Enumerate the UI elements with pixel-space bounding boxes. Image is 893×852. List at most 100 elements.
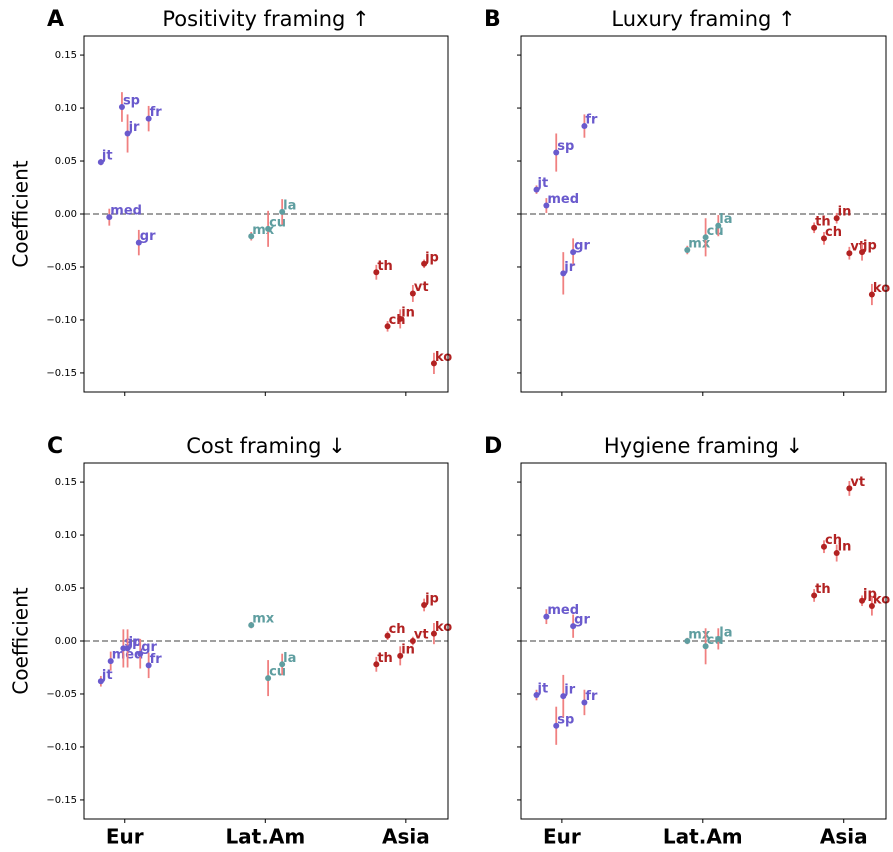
point-label: jt bbox=[537, 176, 549, 191]
point-label: in bbox=[838, 540, 852, 555]
point bbox=[409, 638, 416, 644]
point bbox=[581, 123, 588, 130]
point bbox=[124, 130, 131, 137]
point-label: jr bbox=[563, 683, 575, 698]
point bbox=[373, 269, 380, 276]
point-label: jr bbox=[563, 260, 575, 275]
axes-frame bbox=[83, 35, 449, 393]
y-tick-label: 0.00 bbox=[55, 636, 77, 647]
point-label: ko bbox=[873, 593, 890, 608]
x-tick-label: Lat.Am bbox=[225, 825, 305, 849]
panel-letter: A bbox=[47, 7, 64, 32]
point bbox=[570, 623, 577, 630]
point-label: med bbox=[547, 603, 579, 618]
point-label: sp bbox=[123, 93, 140, 108]
point bbox=[553, 149, 560, 156]
point-label: fr bbox=[585, 113, 598, 128]
point-label: sp bbox=[557, 139, 574, 154]
y-tick-label: −0.10 bbox=[46, 742, 77, 753]
point-label: in bbox=[838, 205, 852, 220]
point bbox=[248, 233, 255, 240]
panel-letter: D bbox=[484, 434, 502, 459]
point-label: la bbox=[283, 198, 296, 213]
point bbox=[868, 603, 875, 610]
point-label: ko bbox=[435, 620, 452, 635]
point-label: fr bbox=[150, 652, 163, 667]
point bbox=[265, 675, 272, 682]
panel-title: Luxury framing ↑ bbox=[611, 7, 795, 31]
point-label: gr bbox=[140, 229, 156, 244]
point-label: gr bbox=[574, 239, 590, 254]
point bbox=[265, 225, 272, 232]
point bbox=[135, 239, 142, 246]
x-tick-label: Lat.Am bbox=[663, 825, 743, 849]
point bbox=[430, 360, 437, 367]
point-label: med bbox=[110, 204, 142, 219]
y-tick-label: 0.15 bbox=[55, 477, 77, 488]
point bbox=[384, 632, 391, 639]
point bbox=[820, 235, 827, 242]
point-label: th bbox=[815, 582, 830, 597]
point bbox=[702, 643, 709, 650]
y-tick-label: 0.10 bbox=[55, 530, 77, 541]
point bbox=[820, 543, 827, 550]
panel-letter: C bbox=[47, 434, 63, 459]
point bbox=[684, 247, 691, 254]
point bbox=[811, 592, 818, 599]
point-label: th bbox=[377, 651, 392, 666]
y-tick-label: 0.10 bbox=[55, 103, 77, 114]
point bbox=[107, 658, 114, 665]
axes-frame bbox=[520, 462, 887, 820]
point bbox=[715, 635, 722, 642]
point-label: th bbox=[377, 259, 392, 274]
point bbox=[833, 215, 840, 222]
point bbox=[543, 613, 550, 620]
point bbox=[373, 661, 380, 668]
point bbox=[560, 693, 567, 700]
point bbox=[137, 650, 144, 657]
point bbox=[581, 699, 588, 706]
point bbox=[397, 315, 404, 322]
panel-title: Hygiene framing ↓ bbox=[604, 434, 803, 458]
y-tick-label: −0.15 bbox=[46, 368, 77, 379]
axes-frame bbox=[520, 35, 887, 393]
point bbox=[421, 601, 428, 608]
point-label: jt bbox=[537, 682, 549, 697]
point-label: vt bbox=[850, 475, 865, 490]
point bbox=[868, 291, 875, 298]
point bbox=[811, 224, 818, 231]
point bbox=[702, 234, 709, 241]
point bbox=[409, 290, 416, 297]
point bbox=[859, 249, 866, 256]
point bbox=[533, 186, 540, 193]
point-label: ch bbox=[825, 225, 842, 240]
point bbox=[430, 630, 437, 637]
point-label: med bbox=[547, 192, 579, 207]
point bbox=[684, 638, 691, 644]
point-label: ch bbox=[389, 313, 406, 328]
point bbox=[97, 159, 104, 166]
y-tick-label: −0.10 bbox=[46, 315, 77, 326]
point-label: vt bbox=[414, 280, 429, 295]
panel-title: Positivity framing ↑ bbox=[162, 7, 369, 31]
point-label: fr bbox=[585, 689, 598, 704]
point bbox=[97, 678, 104, 685]
point-label: jp bbox=[862, 587, 877, 602]
point-label: la bbox=[719, 625, 732, 640]
point-label: ko bbox=[435, 350, 452, 365]
x-tick-label: Eur bbox=[106, 825, 144, 849]
point-label: ch bbox=[825, 533, 842, 548]
y-tick-label: −0.05 bbox=[46, 689, 77, 700]
point bbox=[715, 222, 722, 229]
point-label: la bbox=[719, 212, 732, 227]
y-tick-label: 0.05 bbox=[55, 156, 77, 167]
point-label: jt bbox=[101, 668, 113, 683]
point bbox=[533, 692, 540, 699]
point bbox=[560, 270, 567, 277]
point-label: jp bbox=[424, 250, 439, 265]
y-tick-label: −0.15 bbox=[46, 795, 77, 806]
point-label: in bbox=[401, 305, 415, 320]
x-tick-label: Asia bbox=[382, 825, 430, 849]
axes-frame bbox=[83, 462, 449, 820]
